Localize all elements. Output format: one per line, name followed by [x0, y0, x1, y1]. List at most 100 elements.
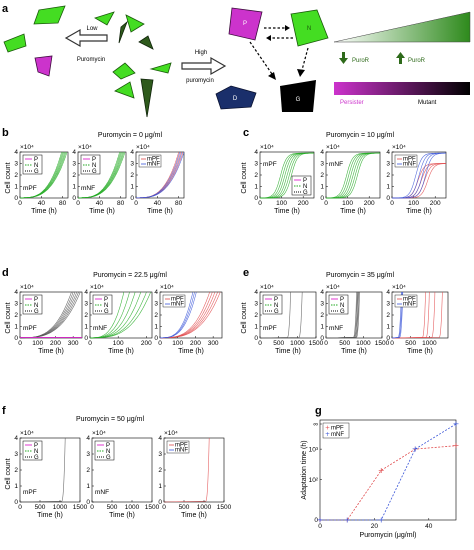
subplot-name-label: mNF [93, 325, 107, 332]
high-arrow [181, 56, 227, 76]
x-tick-label: 100 [276, 200, 287, 207]
y-scale-label: ×10⁴ [326, 144, 340, 151]
subplot-name-label: mPF [23, 185, 37, 192]
x-tick-label: 0 [18, 200, 22, 207]
series-line-mNF [392, 152, 446, 199]
mutant-label: Mutant [418, 100, 437, 106]
y-scale-label: ×10⁴ [20, 430, 34, 437]
x-axis-label: Time (h) [406, 208, 432, 215]
series-line-mNF [160, 292, 197, 339]
y-scale-label: ×10⁴ [90, 284, 104, 291]
y-tick-label: 4 [86, 435, 90, 442]
x-tick-label: 200 [50, 340, 61, 347]
persister-label: Persister [340, 100, 364, 106]
y-tick-label: 3 [86, 451, 90, 458]
legend-label-p: P [34, 157, 38, 163]
x-axis-label: Time (h) [407, 348, 433, 355]
y-tick-label: 0 [254, 335, 258, 342]
x-axis-label: Time (h) [178, 348, 204, 355]
y-scale-label: ×10⁴ [326, 284, 340, 291]
y-tick-label: 2 [14, 467, 18, 474]
y-tick-label: 2 [154, 312, 158, 319]
low-label: Low [86, 26, 98, 32]
cell-p-shape [228, 7, 263, 41]
legend-box [22, 440, 43, 461]
x-tick-label: 200 [430, 200, 441, 207]
legend-marker-mpf: + [325, 425, 330, 432]
x-tick-label: 40 [96, 200, 104, 207]
subplot-name-label: mNF [329, 161, 343, 168]
ylabel-d: Cell count [5, 302, 12, 333]
x-tick-label: 300 [68, 340, 79, 347]
data-point-mPF: + [378, 466, 385, 475]
legend-label-mpf: mPF [403, 157, 416, 163]
x-tick-label: 0 [88, 340, 92, 347]
x-tick-label: 100 [32, 340, 43, 347]
cell-d-shape [215, 85, 257, 110]
y-scale-label: ×10⁴ [392, 144, 406, 151]
legend-label-g: G [34, 309, 39, 315]
y-tick-label: 1 [14, 184, 18, 191]
series-line-mNF [391, 291, 404, 339]
legend-label-mpf: mPF [331, 426, 344, 432]
legend-label-n: N [274, 303, 278, 309]
y-tick-label: 4 [386, 149, 390, 156]
y-tick-label: 3 [320, 301, 324, 308]
ylabel-c: Cell count [241, 162, 248, 193]
y-tick-label: 3 [158, 451, 162, 458]
x-axis-label: Time (h) [38, 348, 64, 355]
data-point-mPF: + [344, 516, 351, 525]
y-tick-label: 2 [386, 172, 390, 179]
legend-label-g: G [34, 169, 39, 175]
legend-label-mpf: mPF [147, 157, 160, 163]
y-tick-label: 2 [14, 172, 18, 179]
y-tick-label: 4 [14, 435, 18, 442]
legend-box [92, 294, 113, 315]
x-tick-label: 500 [339, 340, 350, 347]
y-tick-label: 0 [86, 499, 90, 506]
y-tick-label: 4 [14, 289, 18, 296]
series-line-G [326, 152, 380, 199]
puror-gradient-wedge [333, 11, 471, 43]
x-axis-label: Time (h) [181, 512, 207, 519]
legend-label-mpf: mPF [171, 297, 184, 303]
legend-label-n: N [340, 303, 344, 309]
panel-label-f: f [2, 405, 6, 417]
x-axis-label: Time (h) [274, 208, 300, 215]
x-axis-label: Puromycin (μg/ml) [360, 532, 417, 539]
arrowhead [285, 25, 290, 31]
y-tick-label: 0 [320, 195, 324, 202]
legend-label-n: N [34, 163, 38, 169]
x-tick-label: 100 [342, 200, 353, 207]
y-tick-label: 0 [154, 335, 158, 342]
y-tick-label: 2 [130, 172, 134, 179]
subplot-name-label: mNF [81, 185, 95, 192]
x-tick-label: 0 [258, 200, 262, 207]
legend-box [328, 294, 349, 315]
series-line-G [20, 152, 68, 199]
legend-label-g: G [34, 455, 39, 461]
cell-green-shape [114, 81, 135, 99]
legend-label-n: N [34, 303, 38, 309]
legend-label-g: G [92, 169, 97, 175]
cell-g-label: G [296, 97, 301, 103]
y-tick-label: 2 [254, 312, 258, 319]
cell-green-shape [33, 5, 66, 25]
panel-e-title: Puromycin = 35 μg/ml [326, 272, 394, 279]
x-axis-label: Time (h) [340, 208, 366, 215]
y-tick-label: 1 [14, 483, 18, 490]
x-tick-label: 0 [318, 523, 322, 530]
data-point-mNF: + [378, 516, 385, 525]
puror-up-label: PuroR [408, 58, 426, 64]
x-tick-label: 0 [258, 340, 262, 347]
y-tick-label: 0 [314, 517, 318, 524]
legend-label-g: G [340, 309, 345, 315]
y-tick-label: 3 [154, 301, 158, 308]
y-tick-label: 2 [84, 312, 88, 319]
cell-green-shape [94, 11, 115, 26]
subplot-c-mNF: 0 100 200 0 1 2 3 4×10⁴ Time (h) mNF [320, 144, 381, 215]
y-scale-label: ×10⁴ [78, 144, 92, 151]
